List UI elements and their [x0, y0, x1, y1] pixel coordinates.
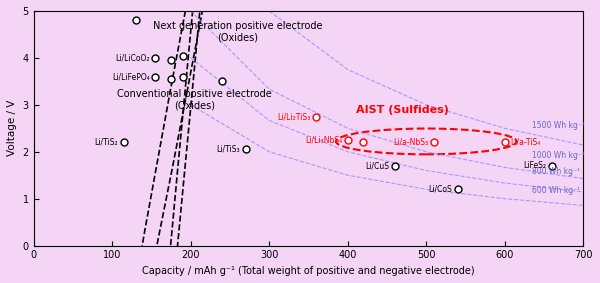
Text: 800 Wh kg⁻¹: 800 Wh kg⁻¹ — [532, 167, 580, 176]
Text: LiFeS₂: LiFeS₂ — [523, 161, 547, 170]
Text: 600 Wh kg⁻¹: 600 Wh kg⁻¹ — [532, 186, 580, 195]
Text: 1500 Wh kg⁻¹: 1500 Wh kg⁻¹ — [532, 121, 585, 130]
Text: Li/LiCoO₂: Li/LiCoO₂ — [115, 53, 150, 62]
Text: Li/CuS: Li/CuS — [365, 161, 389, 170]
Text: Li/CoS: Li/CoS — [428, 185, 452, 194]
Text: 1000 Wh kg⁻¹: 1000 Wh kg⁻¹ — [532, 151, 585, 160]
Text: Li/a-NbS₃: Li/a-NbS₃ — [394, 138, 428, 147]
Text: Li/Li₂TiS₃: Li/Li₂TiS₃ — [278, 112, 311, 121]
Text: Li/Li₃NbS₄: Li/Li₃NbS₄ — [305, 136, 342, 145]
Y-axis label: Voltage / V: Voltage / V — [7, 100, 17, 156]
Text: Li/LiFePO₄: Li/LiFePO₄ — [112, 72, 150, 81]
X-axis label: Capacity / mAh g⁻¹ (Total weight of positive and negative electrode): Capacity / mAh g⁻¹ (Total weight of posi… — [142, 266, 475, 276]
Text: Next generation positive electrode
(Oxides): Next generation positive electrode (Oxid… — [153, 21, 323, 43]
Text: Li/TiS₃: Li/TiS₃ — [217, 145, 240, 154]
Text: Li/TiS₂: Li/TiS₂ — [95, 138, 118, 147]
Text: AIST (Sulfides): AIST (Sulfides) — [356, 106, 449, 115]
Text: Li/a-TiS₄: Li/a-TiS₄ — [511, 138, 541, 147]
Text: Conventional positive electrode
(Oxides): Conventional positive electrode (Oxides) — [117, 89, 272, 111]
